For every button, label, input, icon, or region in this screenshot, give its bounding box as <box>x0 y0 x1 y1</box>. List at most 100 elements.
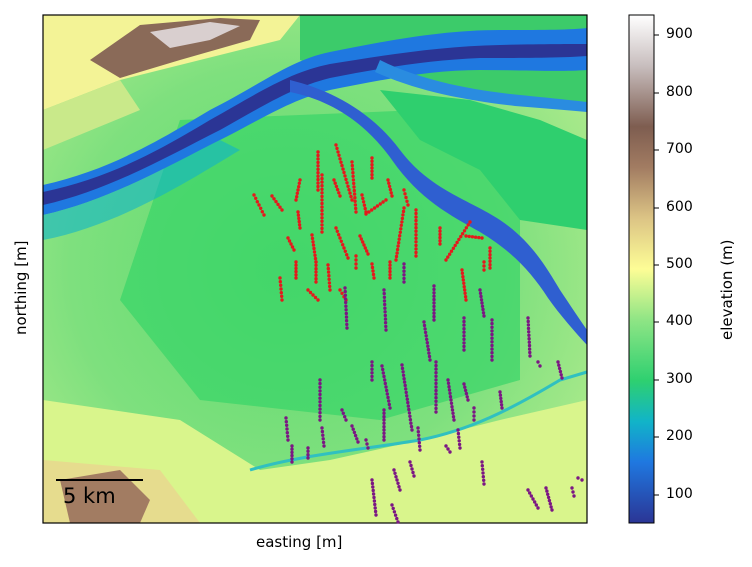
sample-point <box>354 258 358 262</box>
sample-point <box>434 396 438 400</box>
sample-point <box>352 192 357 196</box>
sample-point <box>364 438 368 442</box>
sample-point <box>340 291 344 295</box>
sample-point <box>314 260 318 264</box>
sample-point <box>252 193 256 197</box>
sample-point <box>328 284 332 289</box>
sample-point <box>345 322 349 327</box>
sample-point <box>414 236 418 240</box>
sample-point <box>337 233 341 237</box>
sample-point <box>408 460 412 464</box>
sample-point <box>320 187 324 191</box>
sample-point <box>558 369 563 374</box>
sample-point <box>262 213 266 217</box>
sample-point <box>401 370 405 374</box>
sample-point <box>438 239 442 243</box>
y-axis-label: northing [m] <box>12 240 30 335</box>
sample-point <box>462 327 466 331</box>
sample-point <box>321 433 325 437</box>
sample-point <box>286 434 290 438</box>
sample-point <box>318 400 322 404</box>
sample-point <box>468 220 472 224</box>
sample-point <box>316 174 320 178</box>
colorbar-tick-label: 300 <box>666 371 693 387</box>
sample-point <box>434 374 438 378</box>
sample-point <box>434 381 438 386</box>
sample-point <box>313 295 318 300</box>
sample-point <box>559 373 563 377</box>
sample-point <box>560 376 564 380</box>
sample-point <box>316 167 320 171</box>
sample-point <box>290 245 295 249</box>
sample-point <box>352 181 356 186</box>
sample-point <box>314 263 318 267</box>
sample-point <box>341 243 345 247</box>
sample-point <box>402 262 406 266</box>
sample-point <box>526 488 530 492</box>
sample-point <box>547 498 552 503</box>
sample-point <box>498 393 503 397</box>
sample-point <box>463 288 467 292</box>
sample-point <box>363 206 367 211</box>
sample-point <box>352 185 356 189</box>
sample-point <box>383 310 387 314</box>
sample-point <box>344 319 349 323</box>
sample-point <box>370 156 374 160</box>
sample-point <box>310 233 314 237</box>
sample-point <box>426 347 431 352</box>
sample-point <box>285 423 289 427</box>
sample-point <box>432 284 436 288</box>
sample-point <box>390 503 394 507</box>
sample-point <box>548 502 552 506</box>
sample-point <box>467 234 471 239</box>
sample-point <box>482 268 486 272</box>
sample-point <box>414 240 418 244</box>
sample-point <box>254 196 258 200</box>
sample-point <box>385 392 389 396</box>
sample-point <box>392 510 397 514</box>
sample-point <box>382 421 386 425</box>
sample-point <box>417 441 421 445</box>
sample-point <box>462 330 466 334</box>
sample-point <box>382 295 387 299</box>
sample-point <box>417 433 421 437</box>
sample-point <box>370 367 374 371</box>
sample-point <box>297 216 301 221</box>
sample-point <box>409 424 414 429</box>
sample-point <box>279 291 283 295</box>
sample-point <box>545 489 549 493</box>
sample-point <box>499 399 503 404</box>
sample-point <box>396 244 400 248</box>
sample-point <box>462 229 467 233</box>
sample-point <box>354 210 358 214</box>
sample-point <box>298 226 302 230</box>
sample-point <box>427 351 431 355</box>
sample-point <box>432 297 436 302</box>
sample-point <box>257 203 261 207</box>
sample-point <box>392 468 396 472</box>
sample-point <box>438 235 442 240</box>
sample-point <box>370 481 375 486</box>
sample-point <box>403 192 407 196</box>
sample-point <box>406 404 410 408</box>
sample-point <box>272 197 276 201</box>
sample-point <box>434 385 438 389</box>
sample-point <box>461 275 465 279</box>
sample-point <box>490 332 494 337</box>
sample-point <box>462 337 466 341</box>
sample-point <box>428 358 432 362</box>
sample-point <box>382 288 386 292</box>
colorbar <box>628 14 655 524</box>
red-sample-points <box>252 143 492 302</box>
sample-point <box>580 478 584 482</box>
sample-point <box>434 371 438 375</box>
sample-point <box>529 494 533 498</box>
colorbar-tick-label: 900 <box>666 26 693 42</box>
sample-point <box>320 191 324 195</box>
sample-point <box>462 316 466 320</box>
sample-point <box>462 341 466 345</box>
sample-point <box>414 226 418 230</box>
sample-point <box>287 239 292 243</box>
sample-point <box>371 269 375 273</box>
sample-point <box>536 360 540 364</box>
